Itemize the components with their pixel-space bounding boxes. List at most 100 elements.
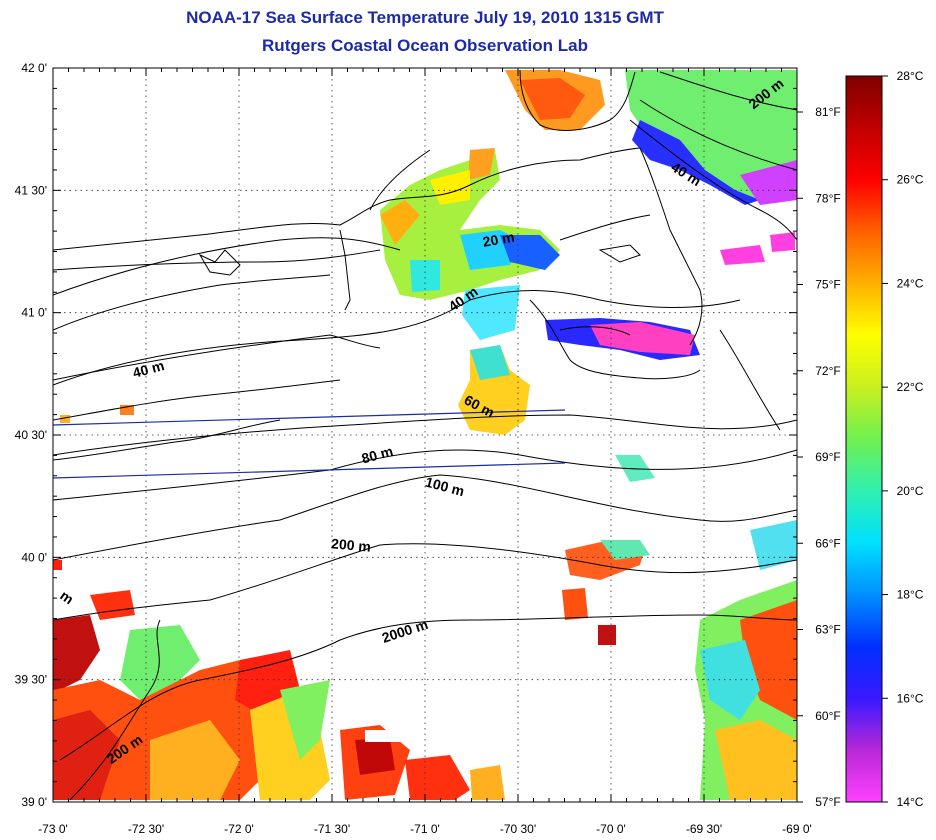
glider-transects [53,409,566,479]
lat-tick-label: 42 0' [21,61,47,75]
fahrenheit-label: 81°F [815,105,840,119]
sst-patch [60,415,70,423]
lon-tick-label: -71 30' [314,822,350,836]
sst-patch [520,78,585,120]
celsius-label: 18°C [897,588,924,602]
sst-patch [410,260,440,292]
latitude-labels: 42 0' 41 30' 41 0' 40 30' 40 0' 39 30' 39 0' [15,61,47,809]
lat-tick-label: 39 0' [21,795,47,809]
lon-tick-label: -72 30' [128,822,164,836]
sst-patch [625,70,797,200]
sst-data-layer [53,70,797,800]
cape-cod-outer [639,147,703,346]
islands [198,249,241,276]
sst-patch [150,720,240,800]
sst-patch [598,625,616,645]
sst-patch [120,625,200,700]
contour-line [659,71,797,111]
lat-tick-label: 41 30' [15,183,47,197]
cloud-gap [365,730,400,742]
coastline [53,69,781,461]
sst-patch [53,615,100,690]
lon-tick-label: -70 0' [596,822,626,836]
contour-line [53,237,401,296]
lon-tick-label: -71 0' [410,822,440,836]
sst-patch [380,200,420,245]
long-island-north [53,274,331,331]
lon-tick-label: -72 0' [224,822,254,836]
fahrenheit-label: 72°F [815,364,840,378]
sst-patch [500,235,560,270]
celsius-label: 22°C [897,380,924,394]
sst-patch [468,148,495,180]
contour-line [53,474,797,561]
contour-line [69,619,161,801]
sst-patch [53,710,120,800]
transect-line [53,409,566,426]
lon-tick-label: -69 0' [782,822,812,836]
nantucket-sound [559,214,651,241]
map-ticks [52,67,798,803]
nantucket-shoals [719,329,781,431]
contour-line [53,449,797,501]
lon-tick-label: -69 30' [686,822,722,836]
colorbar [845,75,883,803]
transect-line [53,462,566,479]
sst-patch [740,600,797,720]
shore-inner [53,419,281,461]
lon-tick-label: -70 30' [500,822,536,836]
sst-patch [120,405,134,415]
fahrenheit-labels: 81°F 78°F 75°F 72°F 69°F 66°F 63°F 60°F 57°F [797,105,841,809]
sst-patch [720,245,765,265]
marthas-vineyard [559,326,631,336]
celsius-label: 26°C [897,173,924,187]
fahrenheit-label: 69°F [815,450,840,464]
map-title: NOAA-17 Sea Surface Temperature July 19,… [186,8,664,27]
fahrenheit-label: 66°F [815,536,840,550]
lat-tick-label: 40 0' [21,550,47,564]
island [598,244,641,263]
coastline-shore [53,147,641,251]
bathymetry-contours [53,71,797,801]
cape-cod-south [529,299,701,380]
lat-tick-label: 39 30' [15,673,47,687]
lat-tick-label: 41 0' [21,306,47,320]
contour-line [639,99,797,171]
celsius-label: 24°C [897,276,924,290]
nj-coast [53,379,341,421]
sst-patch [632,120,760,205]
celsius-label: 16°C [897,691,924,705]
longitude-labels: -73 0' -72 30' -72 0' -71 30' -71 0' -70 30' -… [38,822,812,836]
fahrenheit-label: 57°F [815,795,840,809]
cape-cod-bay [519,69,636,131]
map-subtitle: Rutgers Coastal Ocean Observation Lab [262,36,588,55]
sst-patch [462,285,520,340]
contour-line [53,290,741,386]
river [339,229,351,311]
sst-patch [355,738,395,775]
contour-line [53,414,797,456]
river [369,149,431,211]
contour-line [53,543,797,621]
fahrenheit-label: 78°F [815,191,840,205]
contour-line [59,614,797,761]
sst-patch [53,560,62,570]
contour-line [629,119,797,241]
map-gridlines [53,68,797,802]
contour-label: 40 m [131,357,166,381]
sst-patch [562,588,588,620]
fahrenheit-label: 60°F [815,709,840,723]
celsius-label: 14°C [897,795,924,809]
contour-label: 20 m [481,229,515,250]
sst-patch [600,540,650,560]
celsius-label: 20°C [897,484,924,498]
celsius-labels: 28°C 26°C 24°C 22°C 20°C 18°C 16°C 14°C [882,69,924,809]
sst-patch [470,345,510,380]
sst-patch [740,160,797,205]
lat-tick-label: 40 30' [15,428,47,442]
celsius-label: 28°C [897,69,924,83]
sst-patch [770,232,795,252]
sst-patch [715,720,797,800]
sst-patch [405,755,470,800]
